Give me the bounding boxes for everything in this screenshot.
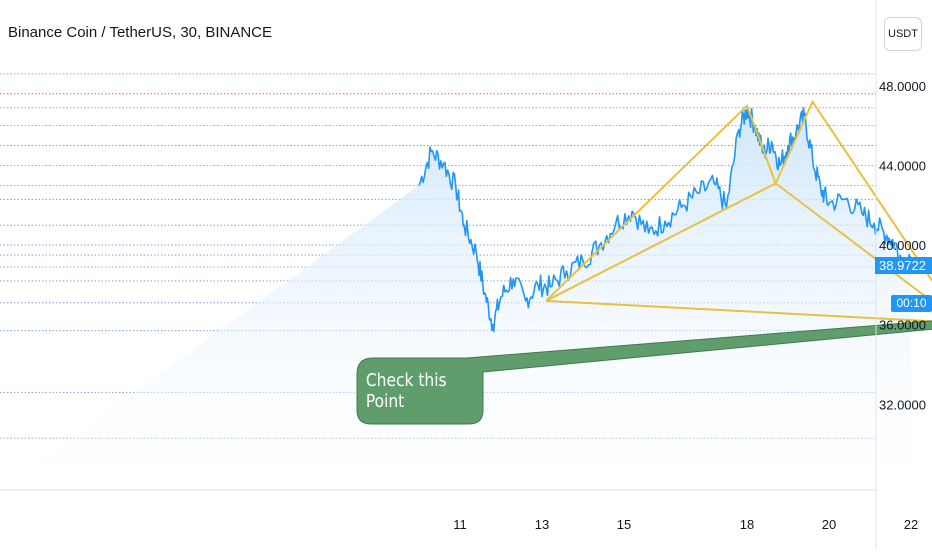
callout-text: Check this Point (365, 370, 447, 412)
x-tick-label: 22 (904, 517, 918, 532)
x-tick-label: 11 (453, 517, 467, 532)
last-price-label: 38.9722 (875, 256, 932, 274)
price-area-fill (0, 107, 911, 490)
x-tick-label: 18 (740, 517, 754, 532)
y-tick-label: 48.0000 (879, 79, 926, 94)
callout-bubble (356, 320, 932, 425)
chart-title: Binance Coin / TetherUS, 30, BINANCE (8, 24, 273, 41)
y-tick-label: 36.0000 (879, 318, 926, 333)
y-tick-label: 40.0000 (879, 238, 926, 253)
x-tick-label: 15 (617, 517, 631, 532)
pattern-leg (546, 299, 932, 323)
y-tick-label: 32.0000 (879, 397, 926, 412)
currency-button[interactable]: USDT (884, 17, 922, 51)
x-tick-label: 20 (822, 517, 836, 532)
price-line (418, 106, 912, 333)
countdown-label: 00:10 (891, 294, 932, 312)
pattern-leg (545, 182, 777, 302)
x-tick-label: 13 (535, 517, 549, 532)
y-tick-label: 44.0000 (879, 158, 926, 173)
